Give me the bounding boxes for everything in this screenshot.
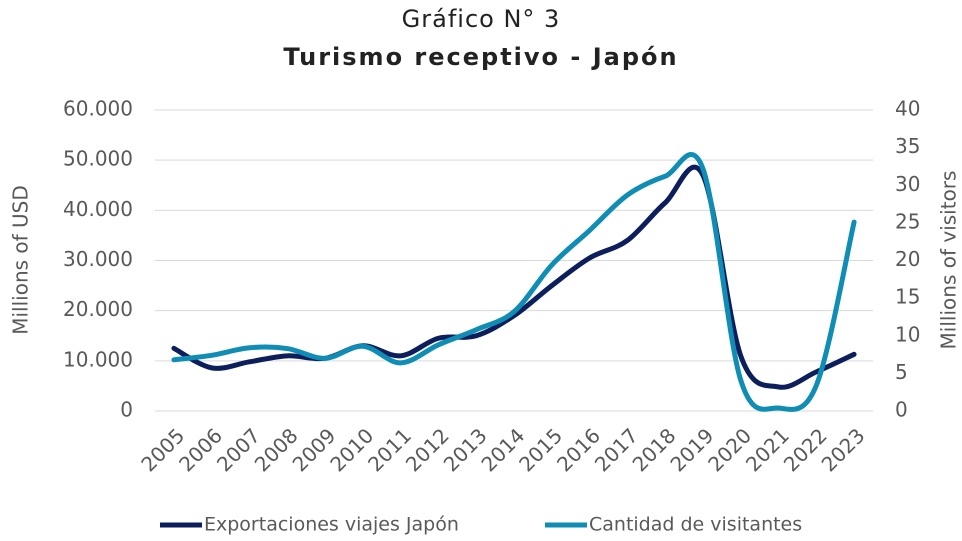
y2-tick-label: 20 [895,247,920,271]
y-tick-label: 30.000 [63,247,133,271]
y-tick-label: 40.000 [63,197,133,221]
y2-tick-label: 5 [895,360,908,384]
y2-tick-label: 30 [895,172,920,196]
x-tick-label: 2021 [741,423,794,476]
x-tick-label: 2023 [817,423,870,476]
x-tick-label: 2012 [401,423,454,476]
series-line [171,152,857,412]
y2-tick-label: 40 [895,97,920,121]
chart-title: Gráfico N° 3 [402,5,561,33]
legend-label: Exportaciones viajes Japón [204,514,459,536]
y-tick-label: 0 [120,398,133,422]
y-tick-label: 10.000 [63,347,133,371]
x-tick-label: 2010 [325,423,378,476]
x-tick-label: 2013 [439,423,492,476]
x-tick-label: 2006 [174,423,227,476]
y2-tick-label: 0 [895,398,908,422]
y-tick-label: 50.000 [63,147,133,171]
x-tick-label: 2007 [212,423,265,476]
x-tick-label: 2017 [590,423,643,476]
x-tick-label: 2014 [476,423,529,476]
y-tick-label: 20.000 [63,297,133,321]
x-tick-label: 2011 [363,423,416,476]
x-tick-label: 2020 [703,423,756,476]
series-line [171,164,857,390]
y2-tick-label: 10 [895,322,920,346]
legend-label: Cantidad de visitantes [589,514,802,536]
x-tick-label: 2009 [288,423,341,476]
x-tick-label: 2016 [552,423,605,476]
y-axis-label: Millions of USD [9,185,33,335]
x-tick-label: 2018 [628,423,681,476]
y2-axis-label: Millions of visitors [937,171,961,350]
y2-tick-label: 35 [895,134,920,158]
y2-tick-label: 15 [895,285,920,309]
x-tick-label: 2022 [779,423,832,476]
x-tick-label: 2005 [136,423,189,476]
x-tick-label: 2015 [514,423,567,476]
y-tick-label: 60.000 [63,97,133,121]
chart-subtitle: Turismo receptivo - Japón [283,43,678,71]
x-tick-label: 2019 [665,423,718,476]
y2-tick-label: 25 [895,209,920,233]
x-tick-label: 2008 [250,423,303,476]
